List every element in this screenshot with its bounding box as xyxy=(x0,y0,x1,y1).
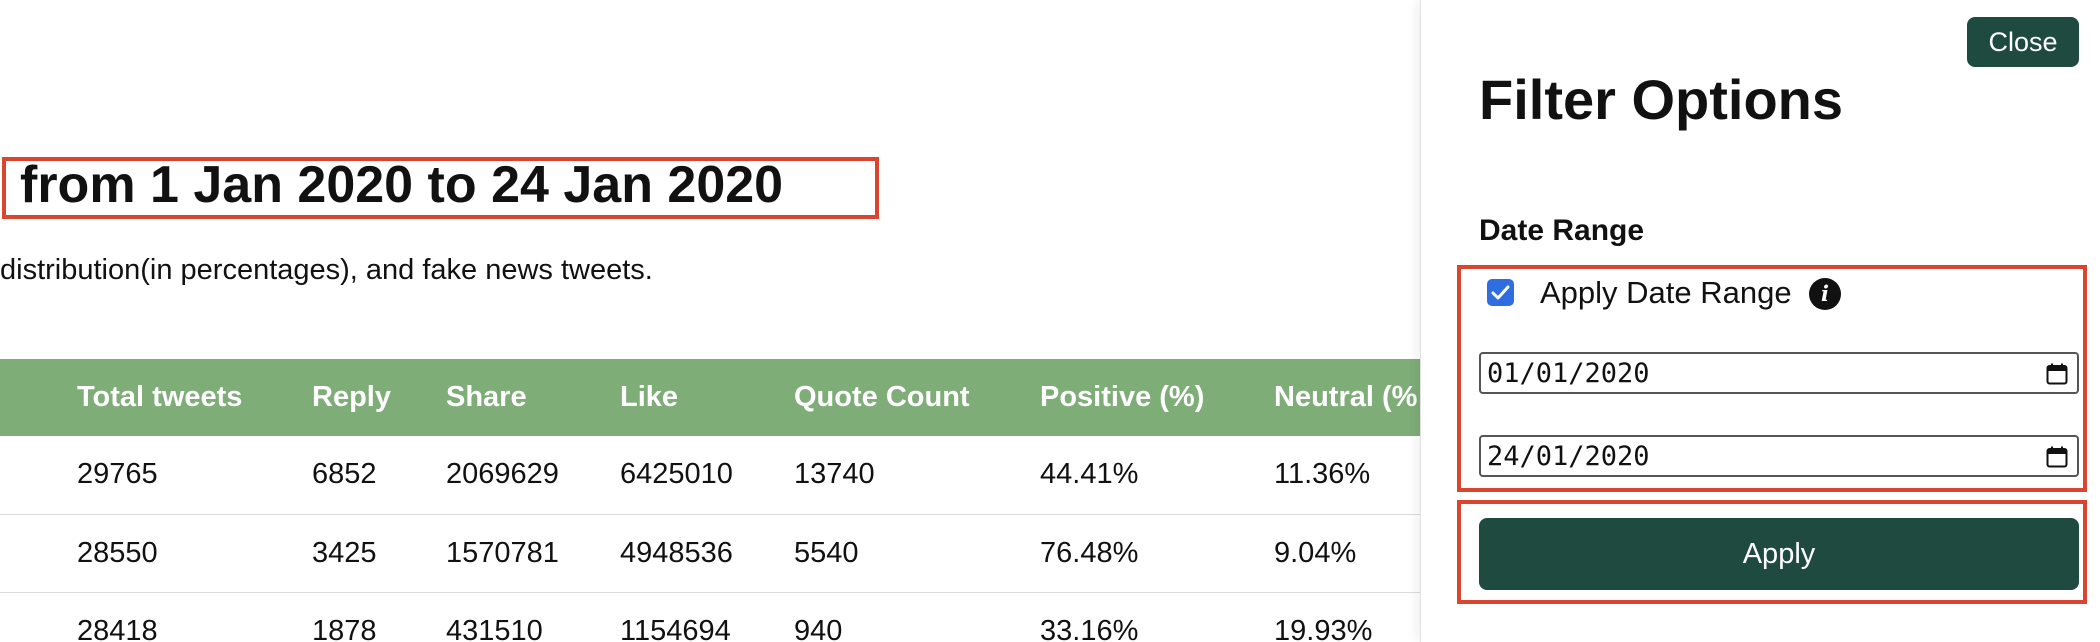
table-cell: 29765 xyxy=(77,458,158,491)
table-cell: 2069629 xyxy=(446,458,559,491)
calendar-icon[interactable] xyxy=(2045,445,2069,469)
table-cell: 11.36% xyxy=(1274,458,1371,491)
apply-date-range-checkbox[interactable] xyxy=(1487,279,1514,306)
page-headline: from 1 Jan 2020 to 24 Jan 2020 xyxy=(20,156,784,214)
table-cell: 13740 xyxy=(794,458,875,491)
start-date-input[interactable]: 01/01/2020 xyxy=(1479,352,2079,394)
table-cell: 44.41% xyxy=(1040,458,1139,491)
table-cell: 3425 xyxy=(312,536,377,569)
table-header-row: Total tweets Reply Share Like Quote Coun… xyxy=(0,359,1420,436)
table-cell-index xyxy=(0,436,77,514)
date-range-highlight-box xyxy=(1457,265,2087,492)
table-cell: 4948536 xyxy=(620,536,733,569)
check-icon xyxy=(1491,285,1510,300)
page-description: distribution(in percentages), and fake n… xyxy=(0,254,653,286)
close-button[interactable]: Close xyxy=(1967,17,2079,67)
table-cell: 431510 xyxy=(446,614,543,642)
info-icon[interactable]: i xyxy=(1809,278,1841,310)
table-row: 29765 6852 2069629 6425010 13740 44.41% … xyxy=(0,436,1420,514)
table-cell: 76.48% xyxy=(1040,536,1139,569)
table-cell: 28550 xyxy=(77,536,158,569)
table-header-quote-count[interactable]: Quote Count xyxy=(794,381,970,413)
apply-button[interactable]: Apply xyxy=(1479,518,2079,590)
stats-table-container[interactable]: Total tweets Reply Share Like Quote Coun… xyxy=(0,359,1420,642)
table-row: 28418 1878 431510 1154694 940 33.16% 19.… xyxy=(0,592,1420,642)
table-cell: 9.04% xyxy=(1274,536,1357,569)
calendar-icon[interactable] xyxy=(2045,362,2069,386)
table-row: 28550 3425 1570781 4948536 5540 76.48% 9… xyxy=(0,514,1420,592)
table-cell-index xyxy=(0,592,77,642)
date-range-section-label: Date Range xyxy=(1479,214,1645,247)
table-cell: 6852 xyxy=(312,458,377,491)
end-date-value: 24/01/2020 xyxy=(1487,441,1650,472)
table-header-neutral[interactable]: Neutral (% xyxy=(1274,381,1418,413)
end-date-input[interactable]: 24/01/2020 xyxy=(1479,435,2079,477)
headline-highlight-box xyxy=(2,157,879,219)
table-cell: 1154694 xyxy=(620,614,731,642)
table-cell: 33.16% xyxy=(1040,614,1139,642)
apply-highlight-box xyxy=(1457,500,2087,604)
table-cell: 5540 xyxy=(794,536,859,569)
stats-table: Total tweets Reply Share Like Quote Coun… xyxy=(0,359,1420,642)
table-cell: 940 xyxy=(794,614,843,642)
table-header-total-tweets[interactable]: Total tweets xyxy=(77,381,243,413)
table-cell: 1878 xyxy=(312,614,377,642)
table-header-share[interactable]: Share xyxy=(446,381,527,413)
table-cell: 6425010 xyxy=(620,458,733,491)
table-cell-index xyxy=(0,514,77,592)
table-cell: 28418 xyxy=(77,614,158,642)
table-header-cell-index xyxy=(0,359,77,436)
table-header-like[interactable]: Like xyxy=(620,381,679,413)
main-content: from 1 Jan 2020 to 24 Jan 2020 distribut… xyxy=(0,156,1420,642)
start-date-value: 01/01/2020 xyxy=(1487,358,1650,389)
apply-date-range-label[interactable]: Apply Date Range xyxy=(1540,275,1792,310)
table-cell: 1570781 xyxy=(446,536,559,569)
table-header-positive[interactable]: Positive (%) xyxy=(1040,381,1205,413)
filter-options-panel: Close Filter Options Date Range Apply Da… xyxy=(1420,0,2100,642)
table-header-reply[interactable]: Reply xyxy=(312,381,391,413)
table-cell: 19.93% xyxy=(1274,614,1373,642)
panel-title: Filter Options xyxy=(1479,68,1843,131)
